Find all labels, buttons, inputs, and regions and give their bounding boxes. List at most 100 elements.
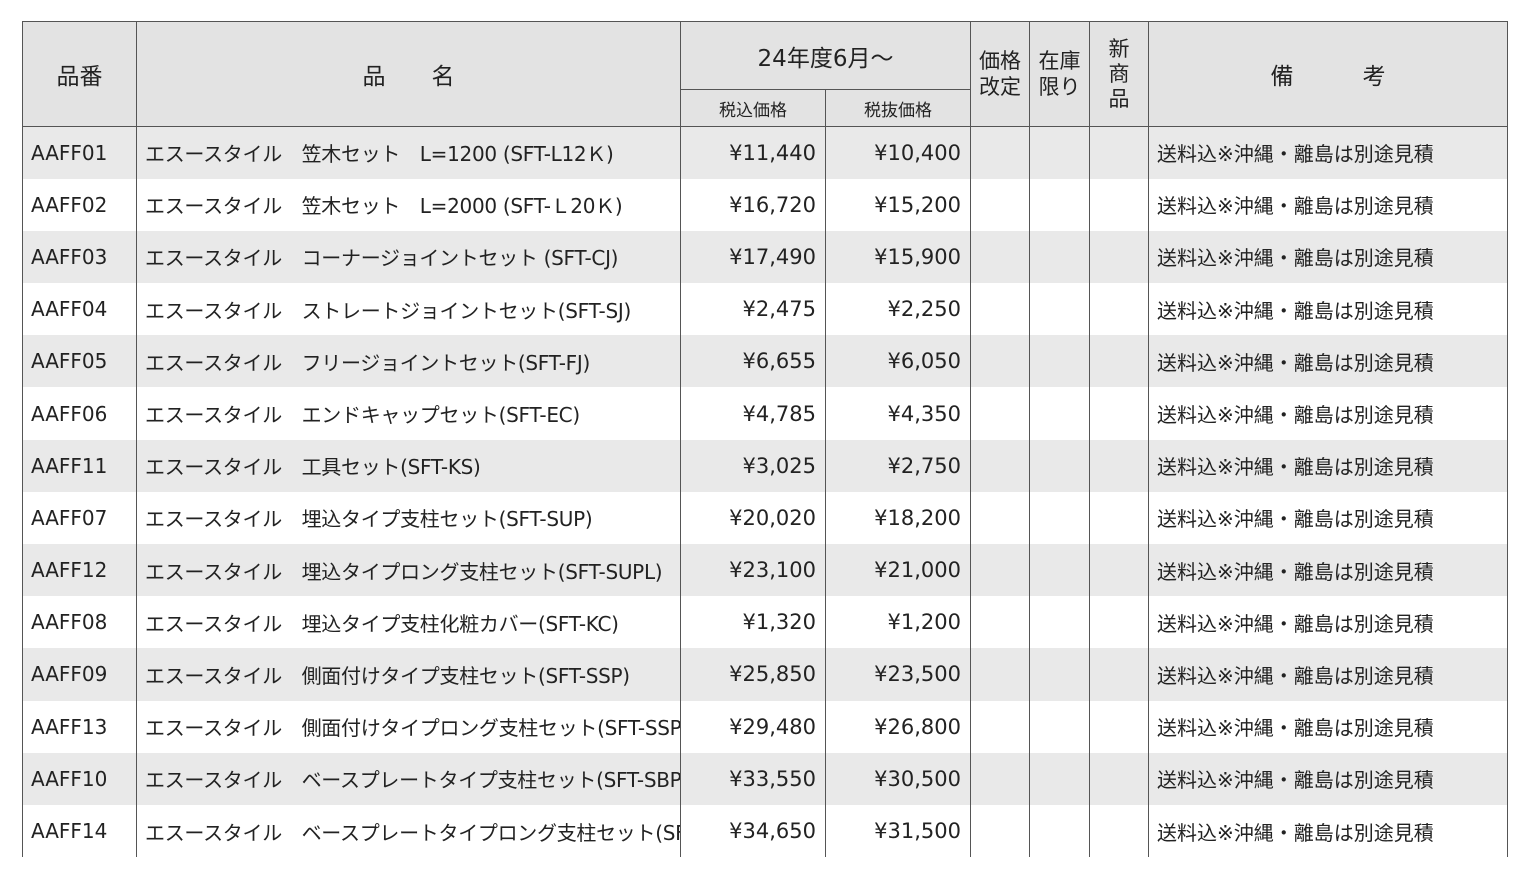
table-row: AAFF10 エスースタイル ベースプレートタイプ支柱セット(SFT-SBP) … — [22, 752, 1508, 805]
new-product-cell — [1089, 439, 1149, 492]
remarks-cell: 送料込※沖縄・離島は別途見積 — [1148, 648, 1508, 701]
product-code: AAFF12 — [22, 544, 137, 597]
price-incl-tax: ¥23,100 — [680, 544, 826, 597]
new-product-cell — [1089, 804, 1149, 858]
price-incl-tax: ¥11,440 — [680, 125, 826, 179]
product-name: エスースタイル ベースプレートタイプ支柱セット(SFT-SBP) — [136, 752, 681, 805]
new-product-cell — [1089, 596, 1149, 649]
price-excl-tax: ¥4,350 — [825, 387, 971, 440]
remarks-cell: 送料込※沖縄・離島は別途見積 — [1148, 596, 1508, 649]
price-incl-tax: ¥16,720 — [680, 178, 826, 231]
table-row: AAFF06 エスースタイル エンドキャップセット(SFT-EC) ¥4,785… — [22, 387, 1508, 440]
table-header: 品番 品 名 24年度6月～ 価格 改定 在庫 限り 新 商 品 備 考 税込価… — [22, 21, 1508, 127]
product-name: エスースタイル エンドキャップセット(SFT-EC) — [136, 387, 681, 440]
price-excl-tax: ¥18,200 — [825, 491, 971, 544]
remarks-cell: 送料込※沖縄・離島は別途見積 — [1148, 283, 1508, 336]
price-incl-tax: ¥3,025 — [680, 439, 826, 492]
product-name: エスースタイル コーナージョイントセット (SFT-CJ) — [136, 230, 681, 284]
new-product-cell — [1089, 125, 1149, 179]
remarks-cell: 送料込※沖縄・離島は別途見積 — [1148, 125, 1508, 179]
new-product-cell — [1089, 544, 1149, 597]
price-revision-cell — [970, 335, 1030, 388]
price-revision-cell — [970, 700, 1030, 753]
product-code: AAFF03 — [22, 230, 137, 284]
price-excl-tax: ¥2,250 — [825, 283, 971, 336]
remarks-cell: 送料込※沖縄・離島は別途見積 — [1148, 544, 1508, 597]
price-incl-tax: ¥2,475 — [680, 283, 826, 336]
table-row: AAFF12 エスースタイル 埋込タイプロング支柱セット(SFT-SUPL) ¥… — [22, 544, 1508, 597]
product-code: AAFF14 — [22, 804, 137, 858]
new-product-cell — [1089, 700, 1149, 753]
stock-limited-cell — [1029, 804, 1090, 858]
table-row: AAFF09 エスースタイル 側面付けタイプ支柱セット(SFT-SSP) ¥25… — [22, 648, 1508, 701]
product-code: AAFF08 — [22, 596, 137, 649]
product-code: AAFF09 — [22, 648, 137, 701]
product-name: エスースタイル ベースプレートタイプロング支柱セット(SFT-SBPL) — [136, 804, 681, 858]
new-product-cell — [1089, 387, 1149, 440]
price-excl-tax: ¥26,800 — [825, 700, 971, 753]
price-excl-tax: ¥30,500 — [825, 752, 971, 805]
product-name: エスースタイル 笠木セット L=1200 (SFT-L12Ｋ) — [136, 125, 681, 179]
table-row: AAFF14 エスースタイル ベースプレートタイプロング支柱セット(SFT-SB… — [22, 804, 1508, 858]
stock-limited-cell — [1029, 544, 1090, 597]
table-row: AAFF04 エスースタイル ストレートジョイントセット(SFT-SJ) ¥2,… — [22, 283, 1508, 336]
price-excl-tax: ¥15,200 — [825, 178, 971, 231]
stock-limited-cell — [1029, 230, 1090, 284]
stock-limited-cell — [1029, 752, 1090, 805]
product-name: エスースタイル 埋込タイプ支柱セット(SFT-SUP) — [136, 491, 681, 544]
price-revision-cell — [970, 439, 1030, 492]
remarks-cell: 送料込※沖縄・離島は別途見積 — [1148, 491, 1508, 544]
stock-limited-cell — [1029, 648, 1090, 701]
price-incl-tax: ¥34,650 — [680, 804, 826, 858]
header-price-excl: 税抜価格 — [825, 89, 971, 127]
table-row: AAFF07 エスースタイル 埋込タイプ支柱セット(SFT-SUP) ¥20,0… — [22, 491, 1508, 544]
table-row: AAFF05 エスースタイル フリージョイントセット(SFT-FJ) ¥6,65… — [22, 335, 1508, 388]
price-revision-cell — [970, 804, 1030, 858]
stock-limited-cell — [1029, 491, 1090, 544]
product-name: エスースタイル ストレートジョイントセット(SFT-SJ) — [136, 283, 681, 336]
new-product-cell — [1089, 335, 1149, 388]
table-row: AAFF01 エスースタイル 笠木セット L=1200 (SFT-L12Ｋ) ¥… — [22, 125, 1508, 179]
price-incl-tax: ¥33,550 — [680, 752, 826, 805]
product-code: AAFF05 — [22, 335, 137, 388]
price-revision-cell — [970, 230, 1030, 284]
new-product-cell — [1089, 230, 1149, 284]
price-excl-tax: ¥10,400 — [825, 125, 971, 179]
stock-limited-cell — [1029, 439, 1090, 492]
new-product-cell — [1089, 648, 1149, 701]
header-code: 品番 — [22, 21, 137, 127]
remarks-cell: 送料込※沖縄・離島は別途見積 — [1148, 804, 1508, 858]
stock-limited-cell — [1029, 700, 1090, 753]
stock-limited-cell — [1029, 178, 1090, 231]
header-price-incl: 税込価格 — [680, 89, 826, 127]
product-name: エスースタイル 笠木セット L=2000 (SFT-Ｌ20Ｋ) — [136, 178, 681, 231]
table-row: AAFF02 エスースタイル 笠木セット L=2000 (SFT-Ｌ20Ｋ) ¥… — [22, 178, 1508, 231]
product-name: エスースタイル 埋込タイプ支柱化粧カバー(SFT-KC) — [136, 596, 681, 649]
product-code: AAFF06 — [22, 387, 137, 440]
price-excl-tax: ¥2,750 — [825, 439, 971, 492]
price-revision-cell — [970, 125, 1030, 179]
new-product-cell — [1089, 752, 1149, 805]
price-excl-tax: ¥23,500 — [825, 648, 971, 701]
product-name: エスースタイル 埋込タイプロング支柱セット(SFT-SUPL) — [136, 544, 681, 597]
product-code: AAFF10 — [22, 752, 137, 805]
price-excl-tax: ¥1,200 — [825, 596, 971, 649]
price-revision-cell — [970, 178, 1030, 231]
price-incl-tax: ¥29,480 — [680, 700, 826, 753]
product-name: エスースタイル フリージョイントセット(SFT-FJ) — [136, 335, 681, 388]
product-code: AAFF13 — [22, 700, 137, 753]
price-excl-tax: ¥6,050 — [825, 335, 971, 388]
product-code: AAFF11 — [22, 439, 137, 492]
remarks-cell: 送料込※沖縄・離島は別途見積 — [1148, 387, 1508, 440]
stock-limited-cell — [1029, 596, 1090, 649]
price-table: 品番 品 名 24年度6月～ 価格 改定 在庫 限り 新 商 品 備 考 税込価… — [22, 21, 1508, 858]
price-revision-cell — [970, 752, 1030, 805]
new-product-cell — [1089, 283, 1149, 336]
header-new-product: 新 商 品 — [1089, 21, 1149, 127]
remarks-cell: 送料込※沖縄・離島は別途見積 — [1148, 335, 1508, 388]
product-name: エスースタイル 工具セット(SFT-KS) — [136, 439, 681, 492]
remarks-cell: 送料込※沖縄・離島は別途見積 — [1148, 700, 1508, 753]
header-name: 品 名 — [136, 21, 681, 127]
price-incl-tax: ¥1,320 — [680, 596, 826, 649]
product-name: エスースタイル 側面付けタイプ支柱セット(SFT-SSP) — [136, 648, 681, 701]
